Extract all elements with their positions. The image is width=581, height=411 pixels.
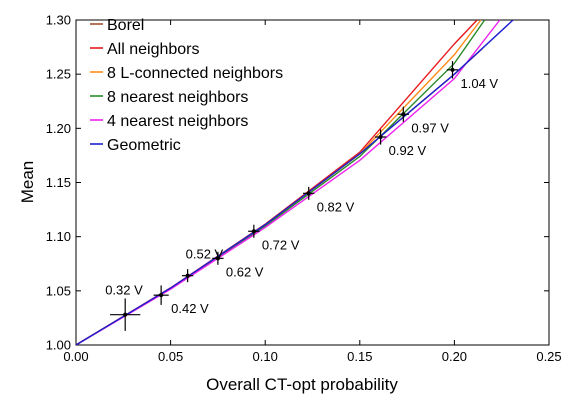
legend-label: 8 L-connected neighbors	[107, 65, 283, 82]
measurement-label: 0.92 V	[389, 143, 427, 158]
y-tick-label: 1.00	[46, 338, 71, 353]
measurement-point	[123, 312, 128, 317]
series-lines	[76, 20, 514, 345]
legend-label: Borel	[107, 17, 144, 34]
measurement-label: 0.32 V	[105, 283, 143, 298]
measurement-point	[251, 229, 256, 234]
measurement-point	[215, 256, 220, 261]
measurement-label: 0.62 V	[226, 264, 264, 279]
x-tick-label: 0.20	[442, 349, 467, 364]
y-tick-label: 1.25	[46, 67, 71, 82]
x-tick-label: 0.10	[253, 349, 278, 364]
measurement-label: 0.82 V	[317, 199, 355, 214]
measurement-point	[306, 191, 311, 196]
measurement-point	[450, 67, 455, 72]
x-tick-label: 0.25	[536, 349, 561, 364]
measurement-label: 0.97 V	[411, 120, 449, 135]
x-ticks: 0.00 0.05 0.10 0.15 0.20 0.25	[63, 20, 562, 364]
x-tick-label: 0.05	[158, 349, 183, 364]
y-tick-label: 1.10	[46, 229, 71, 244]
y-tick-label: 1.30	[46, 13, 71, 28]
x-tick-label: 0.00	[63, 349, 88, 364]
x-tick-label: 0.15	[347, 349, 372, 364]
legend-label: All neighbors	[107, 41, 200, 58]
measurement-label: 0.72 V	[262, 237, 300, 252]
measurement-point	[401, 112, 406, 117]
legend-label: 4 nearest neighbors	[107, 113, 248, 130]
x-axis-title: Overall CT-opt probability	[206, 375, 398, 394]
legend: Borel All neighbors 8 L-connected neighbor…	[90, 17, 283, 154]
measurement-label: 0.42 V	[171, 301, 209, 316]
measurement-point	[378, 135, 383, 139]
y-tick-label: 1.20	[46, 121, 71, 136]
measurement-point	[185, 273, 190, 278]
y-ticks: 1.00 1.05 1.10 1.15 1.20 1.25 1.30	[46, 13, 549, 353]
measurement-label: 1.04 V	[461, 76, 499, 91]
series-line-geometric	[76, 20, 514, 345]
y-axis-title: Mean	[18, 161, 37, 204]
y-tick-label: 1.05	[46, 283, 71, 298]
measurement-point	[159, 293, 164, 298]
legend-label: Geometric	[107, 137, 181, 154]
y-tick-label: 1.15	[46, 175, 71, 190]
measurement-points: 0.32 V0.42 V0.52 V0.62 V0.72 V0.82 V0.92…	[105, 61, 498, 331]
legend-label: 8 nearest neighbors	[107, 89, 248, 106]
